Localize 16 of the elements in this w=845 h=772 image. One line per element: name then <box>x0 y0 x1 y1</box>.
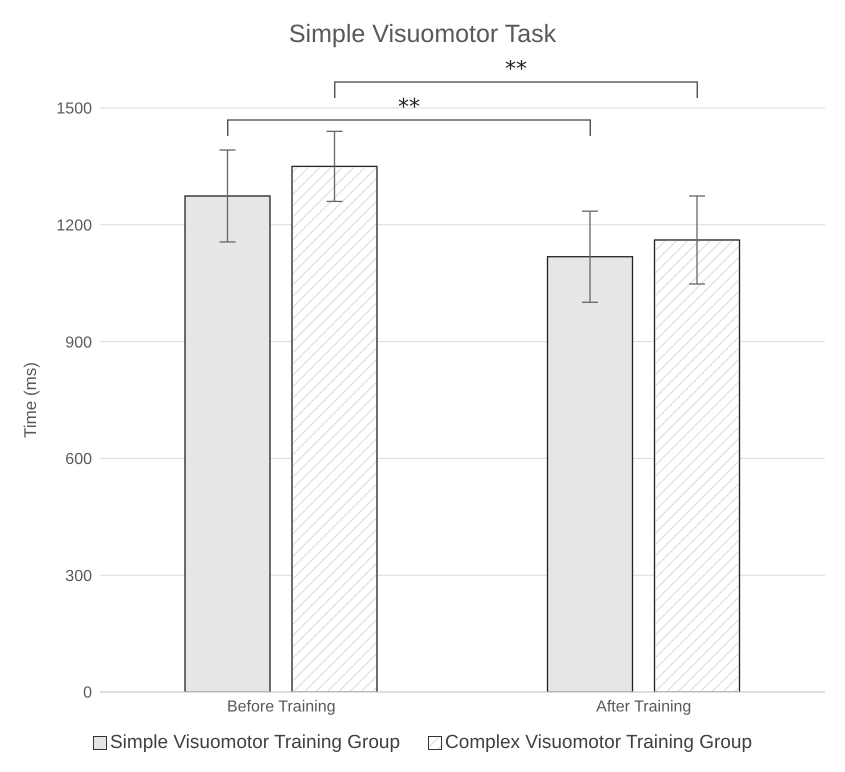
bar <box>546 256 634 692</box>
y-tick-label: 900 <box>65 334 92 352</box>
text: ** <box>505 57 527 82</box>
y-tick-label: 600 <box>65 451 92 468</box>
chart-title: Simple Visuomotor Task <box>288 20 556 48</box>
y-tick-label: 300 <box>65 568 92 585</box>
x-tick-label: After Training <box>596 698 692 716</box>
x-tick-label: Before Training <box>226 698 336 716</box>
y-axis-title: Time (ms) <box>21 362 40 438</box>
annotation: ** <box>398 95 420 120</box>
y-tick-label: 1500 <box>56 100 92 118</box>
bar <box>184 195 271 692</box>
text: Complex Visuomotor Training Group <box>445 732 752 754</box>
y-tick-label: 1200 <box>56 217 92 234</box>
legend-label: Simple Visuomotor Training Group <box>110 732 400 754</box>
y-tick-label: 0 <box>83 684 92 702</box>
